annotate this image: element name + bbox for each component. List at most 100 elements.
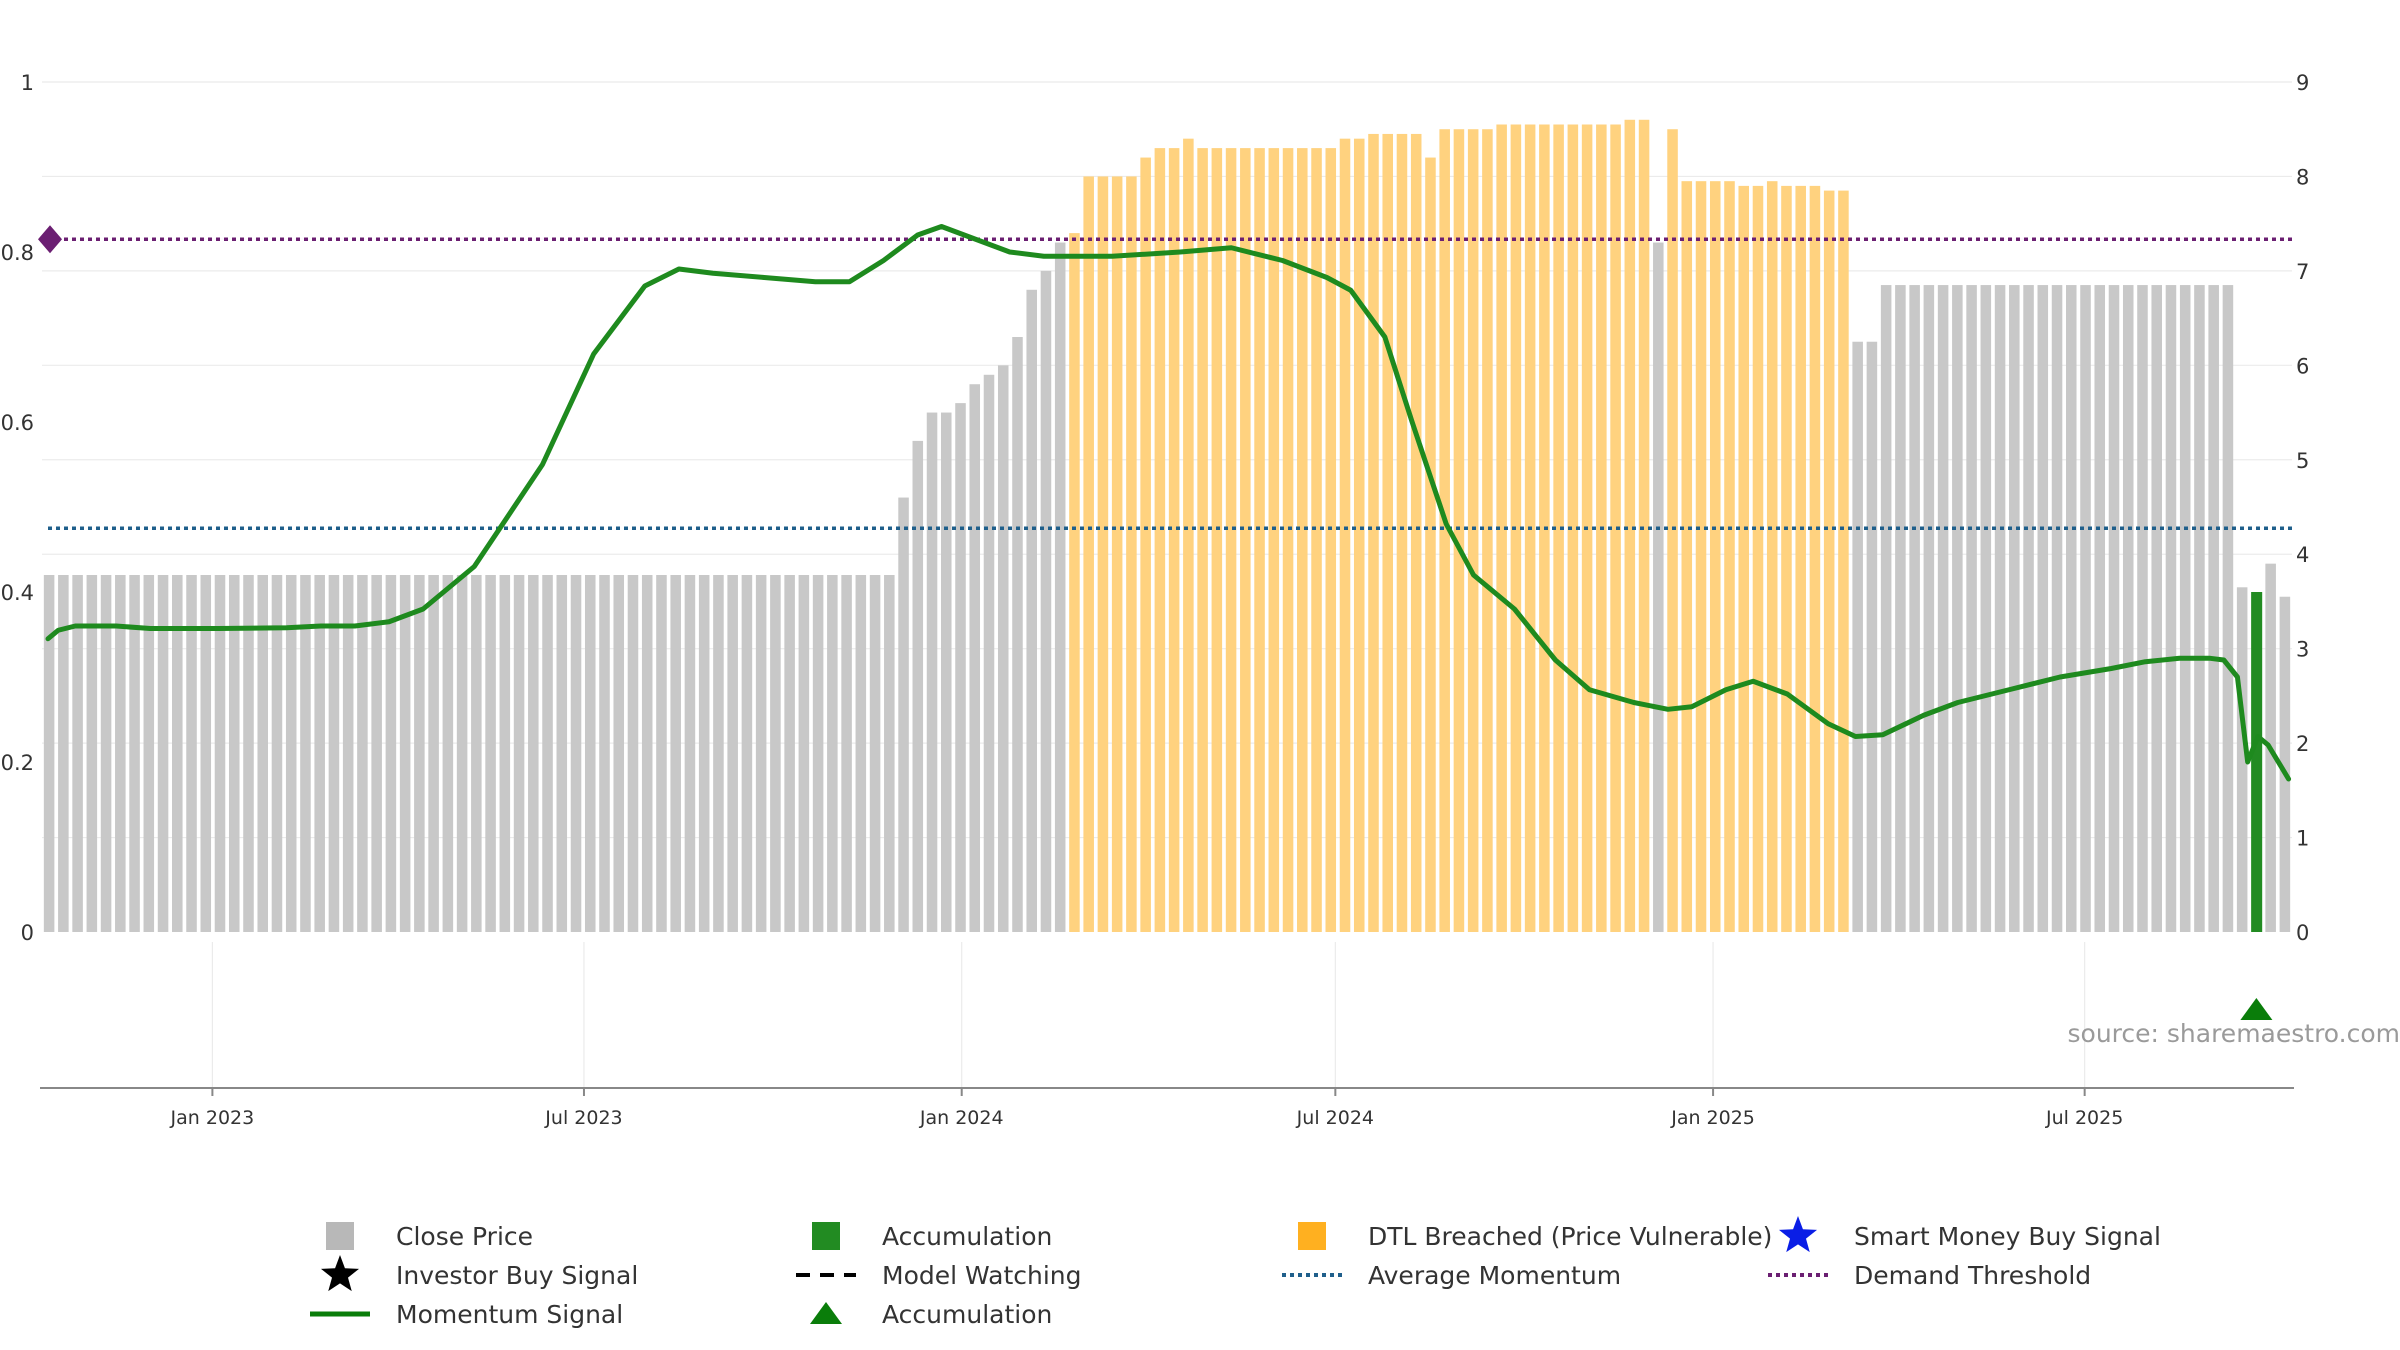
legend-item: Accumulation — [812, 1222, 1052, 1251]
right-axis-tick-label: 7 — [2296, 260, 2309, 284]
price-bar-dtl — [1425, 157, 1436, 932]
price-bar-close — [641, 575, 653, 932]
price-bar-close — [1653, 242, 1664, 932]
price-bar-dtl — [1795, 185, 1806, 932]
price-bar-close — [456, 575, 468, 932]
price-bar-close — [627, 575, 639, 932]
price-bar-close — [371, 575, 382, 932]
right-axis-tick-label: 0 — [2296, 921, 2309, 945]
price-bar-dtl — [1111, 176, 1123, 932]
price-bar-dtl — [1567, 124, 1579, 932]
price-bar-close — [898, 497, 909, 932]
price-bar-close — [1866, 341, 1878, 933]
price-bar-close — [798, 575, 810, 932]
price-bar-close — [214, 575, 226, 932]
price-bar-dtl — [1282, 148, 1294, 933]
price-bar-close — [770, 575, 781, 932]
legend-swatch-triangle — [810, 1302, 842, 1324]
legend-label: Model Watching — [882, 1261, 1082, 1290]
legend-label: Accumulation — [882, 1222, 1052, 1251]
price-bar-close — [2051, 285, 2063, 932]
legend-swatch-square — [1298, 1222, 1326, 1250]
price-bar-close — [442, 575, 454, 932]
axes-layer: 0 0.2 0.4 0.6 0.8 1 0 1 2 3 4 5 6 7 8 9 Jan 2023 Jul 2023… — [1, 71, 2310, 1129]
price-bar-dtl — [1482, 129, 1493, 933]
price-bar-dtl — [1695, 181, 1707, 933]
price-bar-dtl — [1325, 148, 1337, 933]
price-bar-close — [86, 575, 98, 932]
price-bar-close — [499, 575, 511, 932]
price-bar-close — [2208, 285, 2219, 932]
price-bar-close — [2194, 285, 2205, 932]
price-bar-dtl — [1097, 176, 1109, 932]
price-bar-close — [513, 575, 525, 932]
price-bar-dtl — [1339, 138, 1351, 933]
price-bar-close — [670, 575, 681, 932]
x-axis-tick-label: Jan 2025 — [1670, 1107, 1755, 1129]
price-bar-close — [969, 384, 981, 933]
price-bar-dtl — [1211, 148, 1223, 933]
legend-swatch-star — [1778, 1216, 1818, 1253]
price-bar-dtl — [1496, 124, 1507, 932]
legend-label: Average Momentum — [1368, 1261, 1621, 1290]
price-bar-dtl — [1382, 133, 1393, 932]
price-bar-close — [172, 575, 183, 932]
price-bar-close — [656, 575, 667, 932]
legend-label: Momentum Signal — [396, 1300, 623, 1329]
price-bar-close — [2165, 285, 2177, 932]
legend-label: Smart Money Buy Signal — [1854, 1222, 2161, 1251]
legend-item: DTL Breached (Price Vulnerable) — [1298, 1222, 1772, 1251]
price-bar-dtl — [1809, 185, 1821, 932]
price-bar-close — [827, 575, 838, 932]
price-bar-close — [2080, 285, 2091, 932]
price-bar-dtl — [1353, 138, 1365, 933]
price-bar-close — [1966, 285, 1977, 932]
right-axis-tick-label: 5 — [2296, 449, 2309, 473]
price-bar-dtl — [1823, 190, 1835, 933]
price-bar-dtl — [1624, 119, 1636, 932]
price-bar-close — [2151, 285, 2162, 932]
price-bar-close — [2179, 285, 2191, 932]
price-bar-close — [528, 575, 539, 932]
price-bar-close — [1994, 285, 2006, 932]
left-axis-tick-label: 0.6 — [1, 411, 34, 435]
left-axis-tick-label: 0 — [21, 921, 34, 945]
legend-swatch-star — [320, 1255, 360, 1292]
price-bar-close — [357, 575, 368, 932]
left-axis-tick-label: 1 — [21, 71, 34, 95]
legend-item: Model Watching — [796, 1261, 1082, 1290]
price-bar-close — [143, 575, 155, 932]
price-bar-close — [243, 575, 254, 932]
right-axis-tick-label: 4 — [2296, 543, 2309, 567]
legend-swatch-square — [812, 1222, 840, 1250]
legend-item: Investor Buy Signal — [396, 1261, 638, 1290]
price-bar-close — [186, 575, 197, 932]
price-bar-close — [1880, 285, 1892, 932]
price-bar-dtl — [1752, 185, 1764, 932]
left-axis-tick-label: 0.2 — [1, 751, 34, 775]
price-bar-dtl — [1724, 181, 1735, 933]
x-axis-tick-label: Jan 2024 — [919, 1107, 1004, 1129]
price-bar-dtl — [1268, 148, 1280, 933]
right-axis-tick-label: 1 — [2296, 827, 2309, 851]
price-bar-dtl — [1838, 190, 1849, 933]
price-bar-dtl — [1781, 185, 1792, 932]
price-bar-dtl — [1240, 148, 1251, 933]
price-bar-close — [2094, 285, 2106, 932]
price-bar-close — [1980, 285, 1992, 932]
left-axis-tick-label: 0.8 — [1, 241, 34, 265]
price-bar-close — [342, 575, 354, 932]
price-bar-close — [1937, 285, 1949, 932]
legend: Close Price Accumulation DTL Breached (Pri… — [310, 1216, 2161, 1329]
price-bar-close — [698, 575, 710, 932]
price-bar-dtl — [1467, 129, 1479, 933]
price-bar-close — [428, 575, 439, 932]
price-bar-close — [955, 403, 966, 932]
price-bar-close — [314, 575, 325, 932]
price-bar-dtl — [1410, 133, 1422, 932]
right-axis-tick-label: 6 — [2296, 354, 2309, 378]
price-bar-close — [1054, 242, 1066, 932]
price-bar-close — [1952, 285, 1963, 932]
price-bar-close — [1012, 337, 1023, 932]
accumulation-marker — [2240, 998, 2273, 1020]
